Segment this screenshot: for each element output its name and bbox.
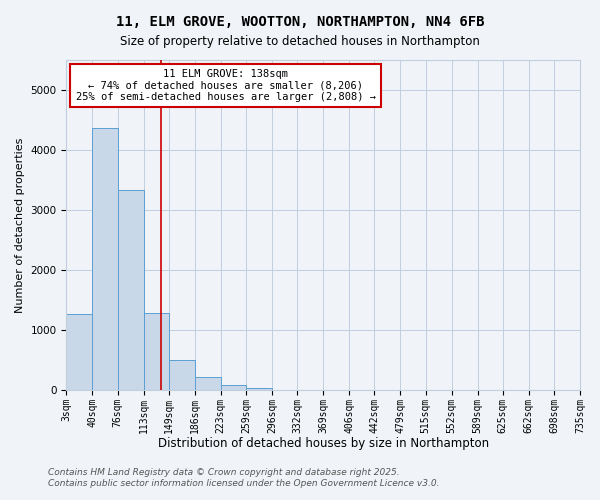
Bar	[169, 360, 195, 390]
Text: 11 ELM GROVE: 138sqm
← 74% of detached houses are smaller (8,206)
25% of semi-de: 11 ELM GROVE: 138sqm ← 74% of detached h…	[76, 69, 376, 102]
Y-axis label: Number of detached properties: Number of detached properties	[15, 138, 25, 312]
Bar	[246, 388, 272, 390]
Bar	[143, 312, 169, 390]
Text: Contains HM Land Registry data © Crown copyright and database right 2025.
Contai: Contains HM Land Registry data © Crown c…	[48, 468, 439, 487]
Bar	[67, 314, 92, 390]
Bar	[221, 386, 246, 390]
Bar	[195, 376, 221, 390]
X-axis label: Distribution of detached houses by size in Northampton: Distribution of detached houses by size …	[158, 437, 489, 450]
Text: 11, ELM GROVE, WOOTTON, NORTHAMPTON, NN4 6FB: 11, ELM GROVE, WOOTTON, NORTHAMPTON, NN4…	[116, 15, 484, 29]
Text: Size of property relative to detached houses in Northampton: Size of property relative to detached ho…	[120, 35, 480, 48]
Bar	[118, 190, 143, 390]
Bar	[92, 128, 118, 390]
